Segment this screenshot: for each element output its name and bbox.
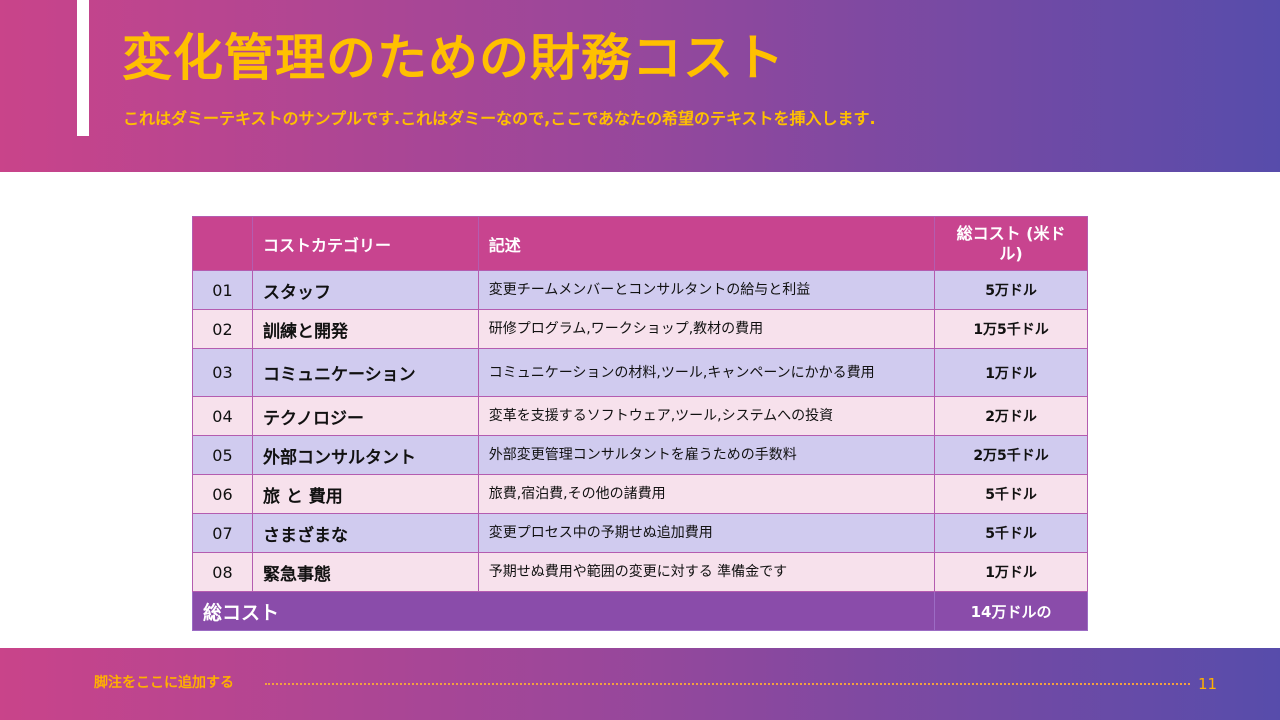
row-category: スタッフ — [251, 270, 479, 310]
row-number: 08 — [192, 552, 253, 592]
row-number: 03 — [192, 348, 253, 397]
row-number: 05 — [192, 435, 253, 475]
row-category: コミュニケーション — [251, 348, 479, 397]
row-cost: 2万ドル — [934, 396, 1088, 436]
page-title: 変化管理のための財務コスト — [122, 29, 785, 87]
row-cost: 1万ドル — [934, 552, 1088, 592]
footnote: 脚注をここに追加する — [94, 675, 234, 691]
table-row: 08 緊急事態 予期せぬ費用や範囲の変更に対する 準備金です 1万ドル — [192, 552, 1088, 592]
table-header-row: コストカテゴリー 記述 総コスト (米ドル) — [192, 216, 1088, 271]
cost-table: コストカテゴリー 記述 総コスト (米ドル) 01 スタッフ 変更チームメンバーとコ… — [191, 216, 1088, 631]
row-category: 旅 と 費用 — [251, 474, 479, 514]
row-number: 07 — [192, 513, 253, 553]
column-header-number — [192, 216, 253, 271]
row-category: 訓練と開発 — [251, 309, 479, 349]
row-category: テクノロジー — [251, 396, 479, 436]
row-cost: 1万ドル — [934, 348, 1088, 397]
row-cost: 5千ドル — [934, 513, 1088, 553]
column-header-category: コストカテゴリー — [251, 216, 479, 271]
row-description: 予期せぬ費用や範囲の変更に対する 準備金です — [477, 552, 936, 592]
row-description: 外部変更管理コンサルタントを雇うための手数料 — [477, 435, 936, 475]
column-header-cost: 総コスト (米ドル) — [934, 216, 1088, 271]
table-row: 05 外部コンサルタント 外部変更管理コンサルタントを雇うための手数料 2万5千ドル — [192, 435, 1088, 475]
page-subtitle: これはダミーテキストのサンプルです.これはダミーなので,ここであなたの希望のテキ… — [123, 109, 876, 128]
total-row: 総コスト 14万ドルの — [191, 591, 1088, 631]
row-description: 研修プログラム,ワークショップ,教材の費用 — [477, 309, 936, 349]
total-label: 総コスト — [191, 591, 936, 631]
row-description: 変革を支援するソフトウェア,ツール,システムへの投資 — [477, 396, 936, 436]
footer-banner: 脚注をここに追加する 11 — [0, 648, 1280, 720]
row-number: 06 — [192, 474, 253, 514]
total-value: 14万ドルの — [934, 591, 1088, 631]
table-row: 01 スタッフ 変更チームメンバーとコンサルタントの給与と利益 5万ドル — [192, 270, 1088, 310]
row-number: 04 — [192, 396, 253, 436]
dotted-divider — [265, 683, 1190, 685]
row-category: 緊急事態 — [251, 552, 479, 592]
row-cost: 5千ドル — [934, 474, 1088, 514]
row-description: 旅費,宿泊費,その他の諸費用 — [477, 474, 936, 514]
table-row: 07 さまざまな 変更プロセス中の予期せぬ追加費用 5千ドル — [192, 513, 1088, 553]
row-description: 変更プロセス中の予期せぬ追加費用 — [477, 513, 936, 553]
row-description: コミュニケーションの材料,ツール,キャンペーンにかかる費用 — [477, 348, 936, 397]
table-row: 04 テクノロジー 変革を支援するソフトウェア,ツール,システムへの投資 2万ドル — [192, 396, 1088, 436]
row-cost: 5万ドル — [934, 270, 1088, 310]
row-number: 02 — [192, 309, 253, 349]
row-cost: 1万5千ドル — [934, 309, 1088, 349]
page-number: 11 — [1198, 675, 1218, 693]
row-category: さまざまな — [251, 513, 479, 553]
table-row: 06 旅 と 費用 旅費,宿泊費,その他の諸費用 5千ドル — [192, 474, 1088, 514]
table-row: 02 訓練と開発 研修プログラム,ワークショップ,教材の費用 1万5千ドル — [192, 309, 1088, 349]
table-row: 03 コミュニケーション コミュニケーションの材料,ツール,キャンペーンにかかる費用… — [192, 348, 1088, 397]
row-number: 01 — [192, 270, 253, 310]
header-banner: 変化管理のための財務コスト これはダミーテキストのサンプルです.これはダミーなの… — [0, 0, 1280, 172]
column-header-description: 記述 — [477, 216, 936, 271]
row-category: 外部コンサルタント — [251, 435, 479, 475]
accent-bar — [77, 0, 89, 136]
row-cost: 2万5千ドル — [934, 435, 1088, 475]
row-description: 変更チームメンバーとコンサルタントの給与と利益 — [477, 270, 936, 310]
